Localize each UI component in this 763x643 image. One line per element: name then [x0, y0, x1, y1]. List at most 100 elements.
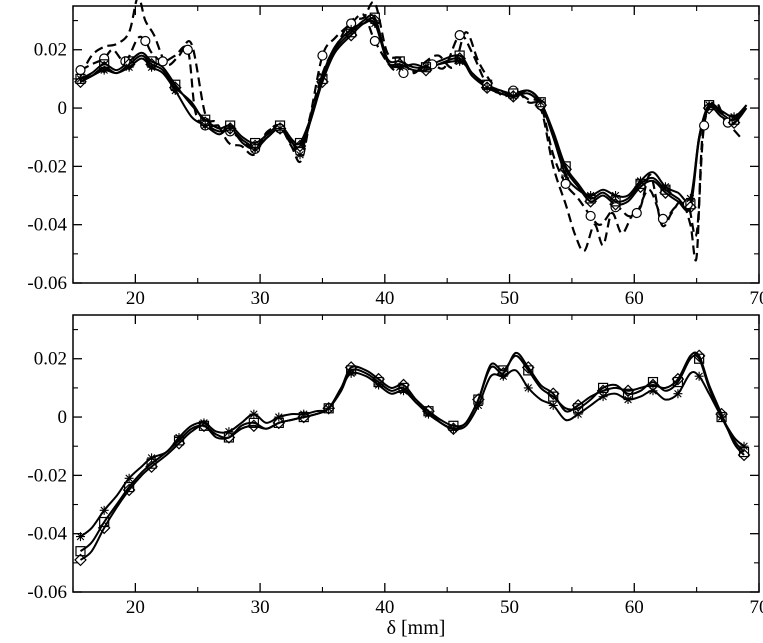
top-series-1-marker	[157, 56, 168, 67]
bottom-series-3-marker	[346, 368, 356, 378]
top-series-4-marker	[200, 121, 210, 131]
top-series-4-marker	[561, 170, 571, 180]
top-series-3-marker	[316, 75, 329, 89]
bottom-series-line-3	[79, 369, 745, 538]
bottom-series-2-marker	[97, 521, 111, 535]
top-series-4-marker	[275, 123, 285, 133]
bottom-series-layer	[79, 351, 745, 561]
top-x-tick-label: 20	[126, 288, 145, 309]
bottom-series-3-marker	[249, 409, 259, 419]
top-series-4-marker	[611, 191, 621, 201]
bottom-series-3-marker	[199, 418, 209, 428]
top-series-4-marker	[170, 86, 180, 96]
top-series-1-marker	[317, 50, 328, 61]
bottom-series-1-marker	[694, 353, 705, 364]
bottom-series-2-marker	[322, 401, 336, 415]
top-x-tick-label: 60	[625, 288, 644, 309]
bottom-series-3-marker	[673, 389, 683, 399]
bottom-series-2-marker	[521, 361, 535, 374]
top-series-1-marker	[657, 213, 669, 224]
bottom-series-3-marker	[147, 453, 157, 463]
top-series-line-5	[79, 0, 742, 262]
top-x-tick-label: 40	[375, 288, 394, 309]
bottom-series-3-marker	[523, 383, 533, 393]
top-series-1-marker	[398, 67, 409, 79]
top-series-1-marker	[140, 35, 151, 47]
top-y-tick-label: -0.04	[27, 215, 67, 236]
top-series-1-marker	[99, 53, 110, 64]
top-series-4-marker	[124, 62, 134, 72]
bottom-x-tick-label: 20	[126, 597, 145, 618]
top-series-4-marker	[317, 71, 327, 81]
bottom-series-3-marker	[717, 412, 727, 422]
bottom-series-3-marker	[174, 432, 184, 442]
top-plot-frame	[72, 5, 760, 284]
bottom-series-3-marker	[498, 371, 508, 381]
bottom-series-3-marker	[739, 441, 749, 451]
top-series-4-marker	[508, 91, 518, 101]
bottom-series-1-marker	[672, 376, 684, 388]
bottom-series-2-marker	[297, 410, 311, 424]
top-marker-layer	[74, 12, 741, 224]
bottom-series-3-marker	[274, 412, 284, 422]
top-series-4-marker	[75, 74, 85, 84]
bottom-series-3-marker	[598, 392, 608, 402]
top-series-3-marker	[609, 197, 622, 211]
bottom-series-1-marker	[99, 516, 110, 528]
top-series-1-marker	[560, 178, 571, 189]
top-series-2-marker	[294, 137, 306, 149]
top-series-3-marker	[506, 90, 520, 103]
top-series-3-marker	[534, 98, 548, 112]
bottom-series-2-marker	[172, 436, 186, 450]
bottom-marker-layer	[74, 349, 751, 567]
bottom-x-tick-label: 70	[750, 597, 763, 618]
top-series-1-marker	[454, 30, 465, 41]
bottom-series-1-marker	[523, 365, 534, 376]
top-y-tick-label: 0	[58, 98, 68, 119]
bottom-x-tick-label: 40	[375, 597, 394, 618]
top-series-4-marker	[147, 62, 157, 72]
x-axis-title: δ [mm]	[387, 617, 446, 639]
bottom-series-3-marker	[99, 505, 109, 515]
bottom-series-3-marker	[423, 409, 433, 419]
bottom-series-2-marker	[671, 372, 685, 386]
top-series-4-marker	[225, 123, 235, 133]
bottom-series-3-marker	[399, 386, 409, 396]
top-series-3-marker	[727, 116, 741, 129]
top-series-4-marker	[295, 150, 305, 160]
bottom-series-3-marker	[548, 400, 558, 410]
top-series-3-marker	[684, 200, 697, 214]
bottom-series-2-marker	[546, 387, 560, 401]
top-tick-layer: 20 30 40 50 60 70 -0.06 -0.04 -0.02 0 0.02	[27, 6, 763, 309]
bottom-y-tick-label: -0.06	[27, 582, 67, 603]
bottom-series-3-marker	[374, 380, 384, 390]
bottom-series-2-marker	[197, 419, 211, 433]
top-series-1-marker	[369, 35, 380, 47]
top-series-4-marker	[370, 18, 380, 28]
bottom-series-2-marker	[272, 416, 286, 430]
top-series-3-marker	[273, 122, 287, 135]
bottom-series-3-marker	[224, 427, 234, 437]
top-series-3-marker	[584, 195, 597, 208]
top-series-4-marker	[455, 56, 465, 66]
top-series-4-marker	[636, 176, 646, 186]
top-series-4-marker	[729, 112, 739, 122]
top-y-tick-label: 0.02	[34, 40, 67, 61]
bottom-series-2-marker	[222, 431, 236, 444]
top-series-1-marker	[75, 65, 86, 76]
top-series-4-marker	[536, 97, 546, 107]
bottom-y-tick-label: 0.02	[34, 349, 67, 370]
top-panel: 20 30 40 50 60 70 -0.06 -0.04 -0.02 0 0.02	[27, 0, 763, 309]
bottom-series-2-marker	[247, 419, 261, 433]
bottom-panel: 20 30 40 50 60 70 -0.06 -0.04 -0.02 0 0.02	[27, 314, 763, 618]
top-y-tick-label: -0.02	[27, 156, 67, 177]
bottom-series-3-marker	[694, 371, 704, 381]
top-series-4-marker	[685, 193, 695, 203]
top-series-3-marker	[634, 180, 647, 194]
bottom-series-2-marker	[122, 483, 136, 497]
bottom-x-tick-label: 50	[500, 597, 519, 618]
bottom-series-2-marker	[692, 349, 706, 363]
bottom-series-3-marker	[75, 532, 85, 542]
bottom-series-line-2	[79, 351, 745, 561]
